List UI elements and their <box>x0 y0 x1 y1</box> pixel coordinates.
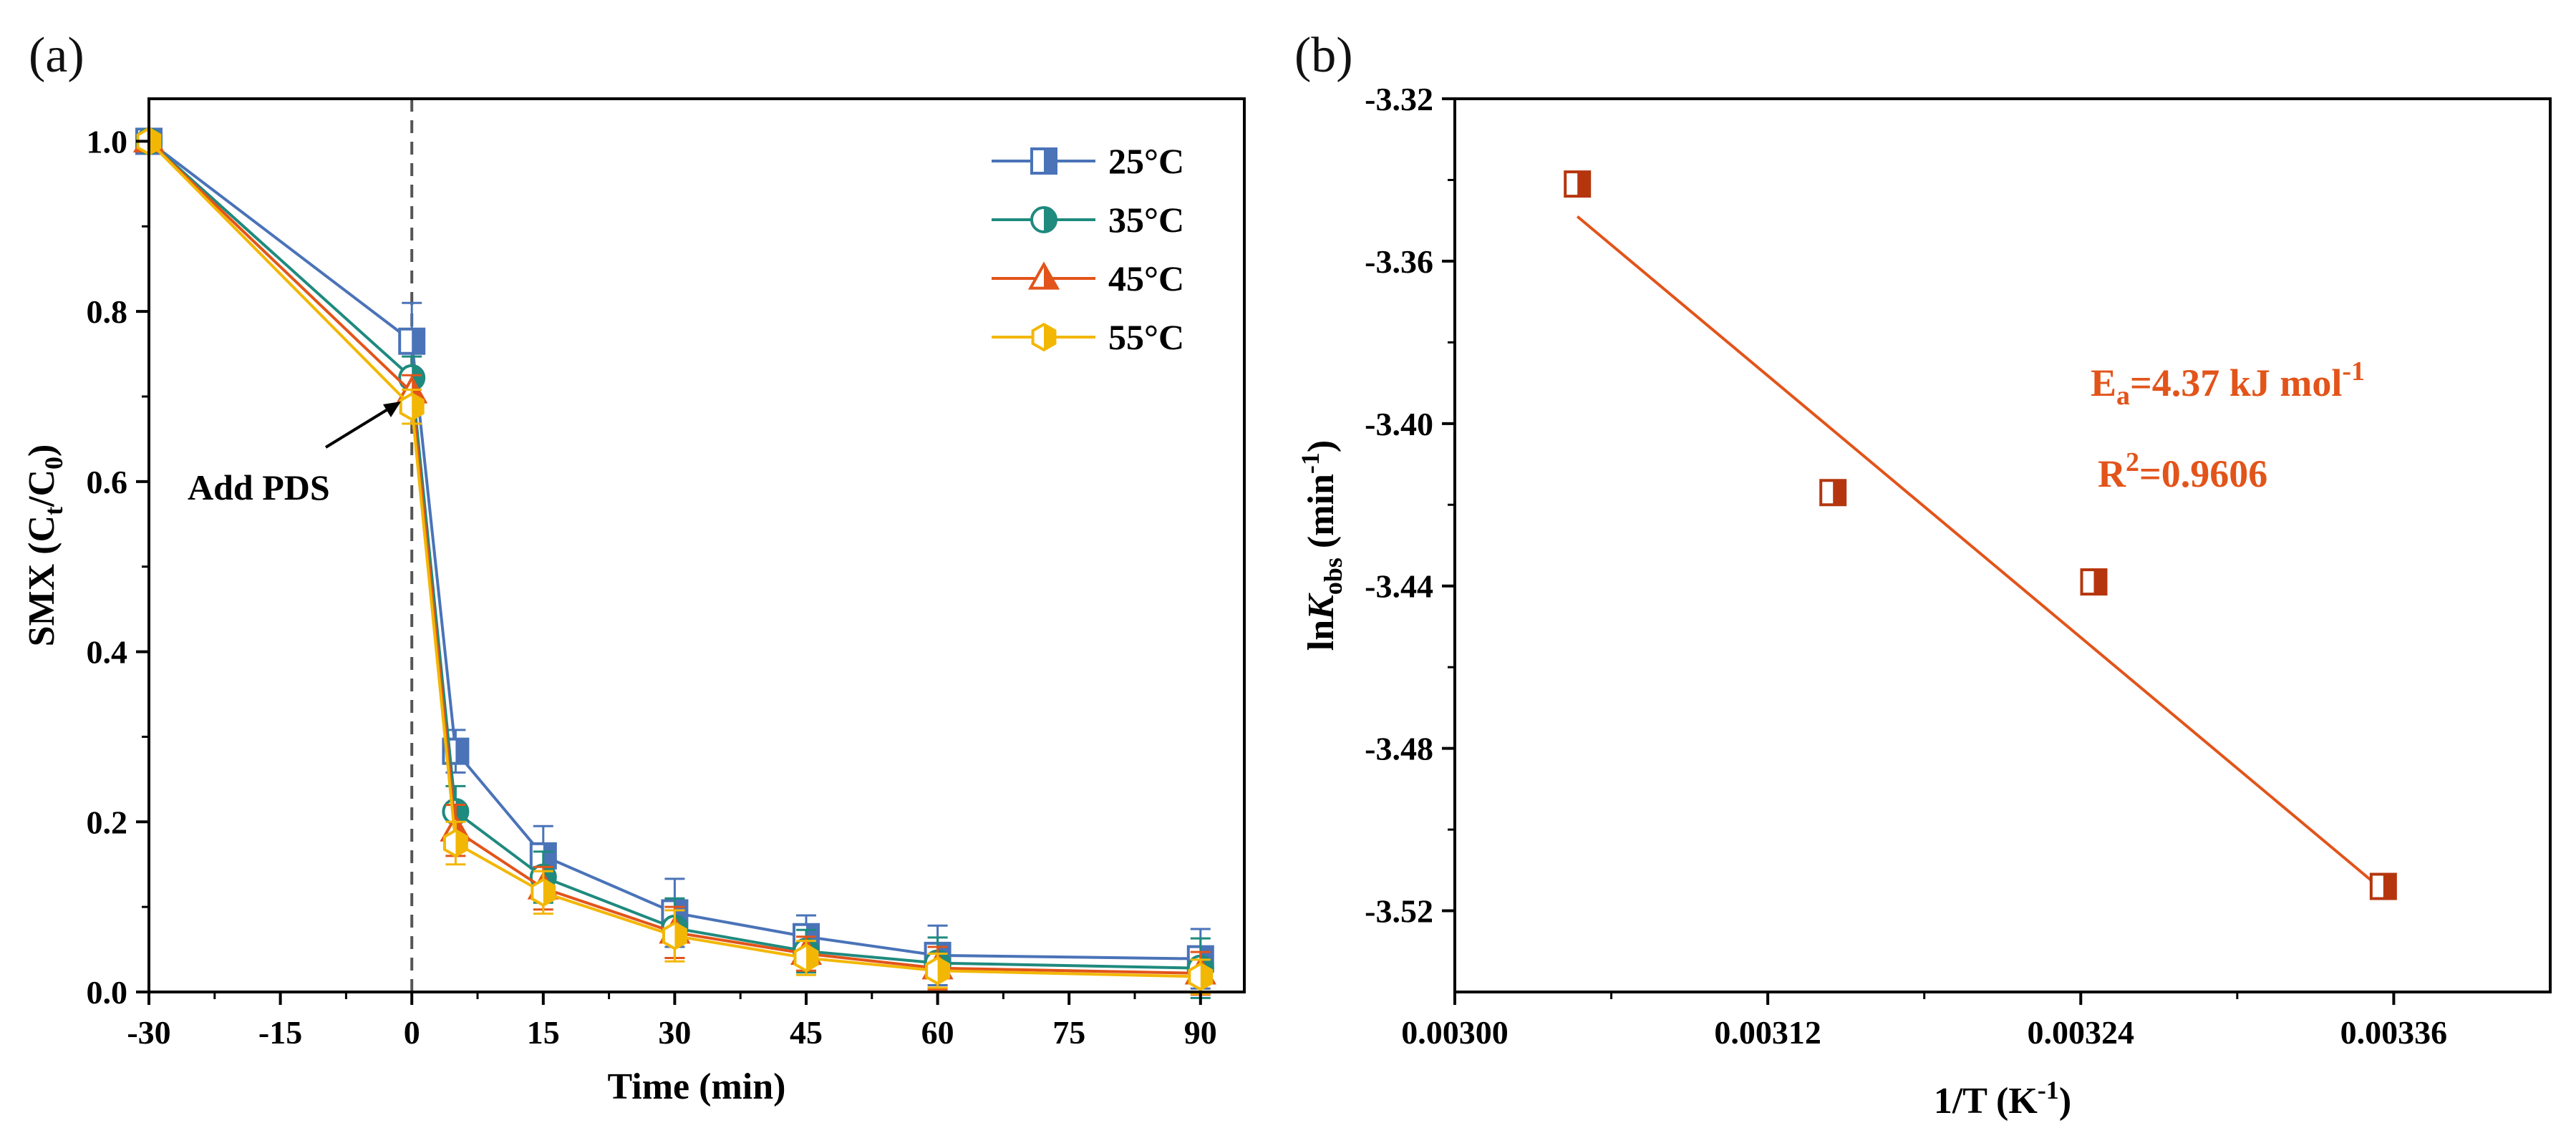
panel-a-y-tick-label: 0.8 <box>87 293 128 330</box>
data-point <box>925 956 951 986</box>
data-point <box>398 327 426 355</box>
panel-a-y-tick-label: 0.6 <box>87 464 128 500</box>
panel-a-x-ticks: -30 -15 0 15 30 45 60 75 90 <box>127 992 1217 1051</box>
panel-b-y-tick-label: -3.48 <box>1365 731 1433 767</box>
r-squared-annotation: R2=0.9606 <box>2098 447 2267 495</box>
data-point <box>793 943 819 973</box>
panel-b-x-ticks: 0.00300 0.00312 0.00324 0.00336 <box>1401 992 2447 1051</box>
panel-a-x-tick-label: -15 <box>258 1014 302 1051</box>
panel-a-x-tick-label: 15 <box>527 1014 560 1051</box>
legend-marker <box>1031 322 1057 352</box>
panel-b-plot-area <box>1453 97 2552 993</box>
panel-a-x-tick-label: 75 <box>1052 1014 1085 1051</box>
panel-b-y-tick-label: -3.44 <box>1365 568 1433 605</box>
legend-item: 45°C <box>992 258 1184 298</box>
legend-marker <box>1027 261 1060 290</box>
panel-b-fit-line <box>1576 215 2385 892</box>
legend-label: 35°C <box>1108 200 1184 240</box>
panel-b-data-point <box>2080 568 2108 596</box>
panel-b-y-tick-label: -3.52 <box>1365 893 1433 930</box>
data-point <box>399 392 425 422</box>
panel-b-data-point <box>1819 479 1847 507</box>
panel-b-y-tick-label: -3.32 <box>1365 81 1433 117</box>
legend-label: 45°C <box>1108 258 1184 298</box>
series-35°C <box>135 127 1214 999</box>
panel-b-x-axis-title: 1/T (K-1) <box>1934 1076 2071 1122</box>
panel-b-x-tick-label: 0.00336 <box>2340 1014 2448 1051</box>
add-pds-arrowhead <box>383 402 401 417</box>
panel-a-x-tick-label: 45 <box>790 1014 823 1051</box>
legend-item: 35°C <box>992 200 1184 240</box>
legend-marker <box>1030 147 1057 175</box>
legend-item: 55°C <box>992 317 1184 357</box>
panel-a-y-tick-label: 0.4 <box>87 634 128 671</box>
panel-a-plot-area <box>132 97 1246 999</box>
legend-marker <box>1030 206 1057 233</box>
panel-label-b: (b) <box>1294 28 1353 83</box>
panel-b-y-axis-title: lnKobs (min-1) <box>1296 440 1347 651</box>
series-line <box>147 140 1201 978</box>
activation-energy-annotation: Ea=4.37 kJ mol-1 <box>2091 356 2365 411</box>
panel-b-points-group <box>1564 170 2397 900</box>
series-line <box>147 140 1201 970</box>
panel-a-y-tick-label: 0.0 <box>87 974 128 1011</box>
add-pds-arrow <box>324 405 394 449</box>
panel-b-y-tick-label: -3.40 <box>1365 406 1433 442</box>
panel-a-y-axis-title: SMX (Ct/C0) <box>21 444 68 647</box>
series-45°C <box>132 124 1216 996</box>
panel-b-data-point <box>2369 872 2397 900</box>
panel-a-x-tick-label: 0 <box>404 1014 420 1051</box>
series-55°C <box>136 127 1214 995</box>
panel-b-y-ticks: -3.32 -3.36 -3.40 -3.44 -3.48 -3.52 <box>1365 81 1455 930</box>
panel-a-y-tick-label: 1.0 <box>87 123 128 160</box>
panel-a-x-tick-label: 60 <box>921 1014 954 1051</box>
panel-a-x-tick-label: 30 <box>658 1014 691 1051</box>
data-point <box>531 877 556 908</box>
add-pds-annotation: Add PDS <box>188 402 401 507</box>
panel-b-y-tick-label: -3.36 <box>1365 243 1433 280</box>
panel-a-legend: 25°C 35°C 45°C 55°C <box>992 141 1184 357</box>
panel-a-x-tick-label: 90 <box>1184 1014 1217 1051</box>
data-point <box>662 921 687 950</box>
panel-a-x-tick-label: -30 <box>127 1014 170 1051</box>
data-point <box>442 828 468 858</box>
legend-label: 25°C <box>1108 141 1184 181</box>
legend-item: 25°C <box>992 141 1184 181</box>
panel-a-frame <box>147 97 1246 993</box>
legend-label: 55°C <box>1108 317 1184 357</box>
panel-b-data-point <box>1564 170 1592 198</box>
panel-a-y-ticks: 0.0 0.2 0.4 0.6 0.8 1.0 <box>87 123 149 1011</box>
panel-b-x-tick-label: 0.00312 <box>1714 1014 1821 1051</box>
series-25°C <box>135 127 1214 990</box>
panel-label-a: (a) <box>29 28 84 83</box>
panel-b-frame <box>1453 97 2552 993</box>
add-pds-label: Add PDS <box>188 467 330 507</box>
panel-a-series-group <box>132 124 1216 999</box>
data-point <box>1188 962 1214 991</box>
panel-a-y-tick-label: 0.2 <box>87 804 128 840</box>
panel-a-x-axis-title: Time (min) <box>608 1066 786 1107</box>
panel-b-x-tick-label: 0.00324 <box>2028 1014 2135 1051</box>
panel-b-x-tick-label: 0.00300 <box>1401 1014 1509 1051</box>
